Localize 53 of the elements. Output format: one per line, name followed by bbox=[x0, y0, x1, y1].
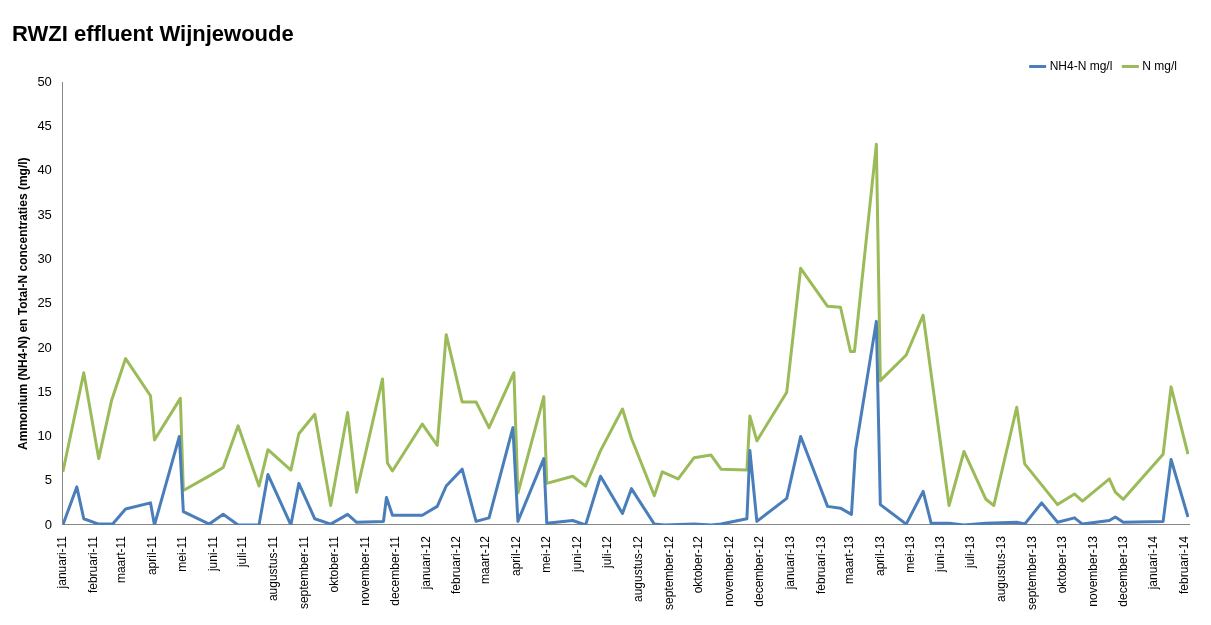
x-tick-label: november-11 bbox=[357, 535, 372, 606]
y-tick-label: 40 bbox=[37, 162, 52, 178]
x-tick-label: mei-13 bbox=[902, 535, 917, 573]
x-tick-label: december-13 bbox=[1115, 535, 1130, 607]
x-tick-label: april-11 bbox=[144, 535, 159, 576]
y-tick-label: 15 bbox=[37, 383, 52, 399]
x-tick-label: maart-12 bbox=[478, 535, 493, 584]
x-tick-label: december-11 bbox=[387, 535, 402, 606]
x-tick-label: oktober-13 bbox=[1054, 535, 1069, 594]
legend-label: N mg/l bbox=[1142, 58, 1177, 73]
y-tick-label: 0 bbox=[44, 516, 52, 532]
chart-title: RWZI effluent Wijnjewoude bbox=[12, 21, 294, 47]
y-tick-label: 45 bbox=[37, 118, 52, 134]
x-tick-label: juni-11 bbox=[205, 535, 220, 573]
y-tick-label: 30 bbox=[37, 251, 52, 266]
x-tick-label: augustus-11 bbox=[266, 535, 281, 602]
x-tick-label: februari-12 bbox=[449, 535, 464, 594]
x-tick-label: december-12 bbox=[752, 535, 767, 607]
x-tick-label: november-13 bbox=[1085, 535, 1100, 607]
x-tick-label: januari-14 bbox=[1146, 535, 1161, 591]
x-tick-label: februari-13 bbox=[813, 535, 828, 594]
x-tick-label: maart-13 bbox=[841, 535, 856, 584]
y-axis-title: Ammonium (NH4-N) en Total-N concentraties (mg/l) bbox=[15, 157, 30, 450]
x-tick-label: juli-13 bbox=[963, 535, 978, 569]
y-tick-label: 25 bbox=[37, 295, 52, 311]
y-tick-label: 20 bbox=[37, 339, 52, 355]
y-tick-label: 10 bbox=[37, 428, 52, 444]
x-tick-label: februari-14 bbox=[1177, 535, 1192, 594]
x-tick-label: juni-12 bbox=[569, 535, 584, 573]
x-tick-label: april-13 bbox=[872, 535, 887, 576]
x-tick-label: april-12 bbox=[509, 535, 524, 576]
x-tick-label: juli-12 bbox=[599, 535, 614, 569]
x-tick-label: mei-11 bbox=[174, 535, 189, 572]
x-tick-label: januari-11 bbox=[55, 535, 70, 590]
x-tick-label: januari-12 bbox=[418, 535, 433, 591]
x-tick-label: september-13 bbox=[1024, 535, 1039, 611]
legend-label: NH4-N mg/l bbox=[1049, 58, 1113, 73]
x-tick-label: juli-11 bbox=[235, 535, 250, 569]
x-tick-label: mei-12 bbox=[539, 535, 554, 573]
x-tick-label: november-12 bbox=[722, 535, 737, 607]
x-tick-label: maart-11 bbox=[113, 535, 128, 584]
x-tick-label: augustus-13 bbox=[994, 535, 1009, 603]
x-tick-label: oktober-11 bbox=[327, 535, 341, 593]
x-tick-label: juni-13 bbox=[933, 535, 948, 573]
y-tick-label: 35 bbox=[37, 206, 52, 222]
x-tick-label: september-12 bbox=[661, 535, 676, 611]
x-tick-label: september-11 bbox=[297, 535, 312, 610]
x-tick-label: oktober-12 bbox=[691, 535, 706, 594]
x-tick-label: augustus-12 bbox=[630, 535, 645, 603]
y-tick-label: 50 bbox=[37, 73, 52, 89]
x-tick-label: februari-11 bbox=[86, 535, 101, 594]
y-tick-label: 5 bbox=[44, 472, 52, 488]
x-tick-label: januari-13 bbox=[783, 535, 798, 591]
